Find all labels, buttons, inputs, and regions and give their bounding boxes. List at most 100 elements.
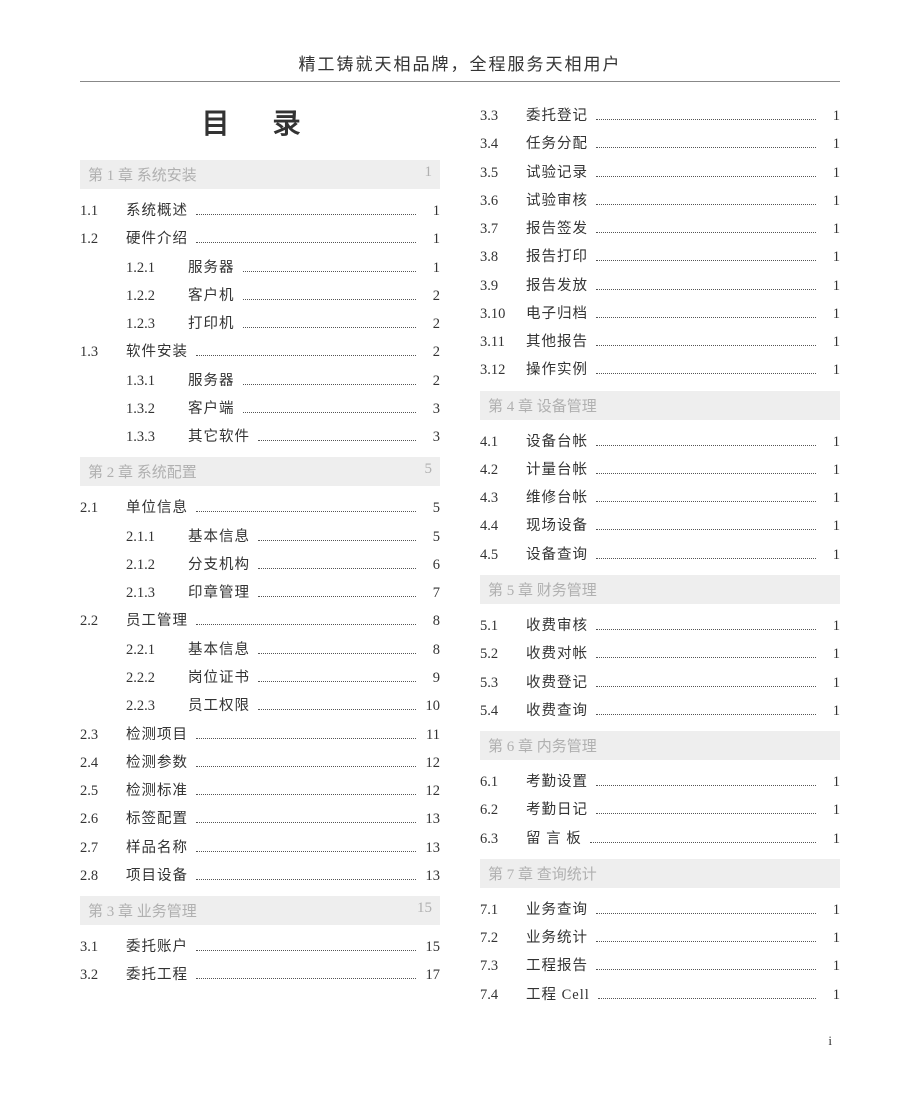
entry-label: 试验审核 — [526, 187, 588, 215]
toc-entry: 2.8项目设备13 — [80, 862, 440, 890]
toc-entry: 4.5设备查询1 — [480, 541, 840, 569]
entry-label: 硬件介绍 — [126, 225, 188, 253]
leader-dots — [596, 813, 816, 814]
entry-page: 1 — [822, 541, 840, 569]
entry-number: 1.3.2 — [80, 395, 188, 423]
toc-entry: 6.1考勤设置1 — [480, 768, 840, 796]
toc-entry: 3.10电子归档1 — [480, 300, 840, 328]
entry-page: 1 — [822, 768, 840, 796]
entry-page: 1 — [822, 456, 840, 484]
leader-dots — [258, 540, 416, 541]
leader-dots — [243, 271, 417, 272]
entry-page: 1 — [822, 484, 840, 512]
entry-number: 4.4 — [480, 512, 526, 540]
entry-number: 6.3 — [480, 825, 526, 853]
leader-dots — [258, 681, 416, 682]
entry-number: 5.3 — [480, 669, 526, 697]
chapter-label: 第 7 章 查询统计 — [488, 863, 597, 884]
toc-entry: 2.5检测标准12 — [80, 777, 440, 805]
leader-dots — [596, 657, 816, 658]
entry-number: 4.1 — [480, 428, 526, 456]
toc-columns: 目 录 第 1 章 系统安装11.1系统概述11.2硬件介绍11.2.1服务器1… — [80, 102, 840, 1009]
leader-dots — [596, 913, 816, 914]
entry-page: 2 — [422, 310, 440, 338]
entry-number: 1.3.1 — [80, 367, 188, 395]
entry-page: 10 — [422, 692, 440, 720]
entry-label: 其它软件 — [188, 423, 250, 451]
entry-page: 15 — [422, 933, 440, 961]
entry-page: 1 — [822, 640, 840, 668]
toc-entry: 3.3委托登记1 — [480, 102, 840, 130]
entry-page: 1 — [822, 328, 840, 356]
entry-number: 5.4 — [480, 697, 526, 725]
page-header: 精工铸就天相品牌，全程服务天相用户 — [80, 50, 840, 82]
entry-label: 检测项目 — [126, 721, 188, 749]
chapter-label: 第 2 章 系统配置 — [88, 461, 197, 482]
entry-label: 检测参数 — [126, 749, 188, 777]
leader-dots — [196, 794, 416, 795]
leader-dots — [596, 119, 816, 120]
entry-label: 客户机 — [188, 282, 235, 310]
leader-dots — [596, 941, 816, 942]
entry-page: 1 — [822, 796, 840, 824]
entry-page: 11 — [422, 721, 440, 749]
chapter-label: 第 1 章 系统安装 — [88, 164, 197, 185]
toc-column-left: 目 录 第 1 章 系统安装11.1系统概述11.2硬件介绍11.2.1服务器1… — [80, 102, 440, 1009]
toc-entry: 2.4检测参数 12 — [80, 749, 440, 777]
leader-dots — [596, 260, 816, 261]
leader-dots — [596, 501, 816, 502]
entry-label: 检测标准 — [126, 777, 188, 805]
entry-label: 收费查询 — [526, 697, 588, 725]
toc-entry: 6.2考勤日记1 — [480, 796, 840, 824]
entry-number: 1.3 — [80, 338, 126, 366]
entry-number: 2.4 — [80, 749, 126, 777]
leader-dots — [596, 232, 816, 233]
entry-label: 样品名称 — [126, 834, 188, 862]
entry-label: 电子归档 — [526, 300, 588, 328]
leader-dots — [196, 242, 416, 243]
entry-label: 报告签发 — [526, 215, 588, 243]
toc-entry: 7.1业务查询1 — [480, 896, 840, 924]
entry-label: 试验记录 — [526, 159, 588, 187]
entry-page: 8 — [422, 636, 440, 664]
entry-number: 3.4 — [480, 130, 526, 158]
leader-dots — [196, 738, 416, 739]
entry-label: 员工管理 — [126, 607, 188, 635]
entry-label: 报告打印 — [526, 243, 588, 271]
toc-entry: 1.2.1服务器1 — [80, 254, 440, 282]
toc-entry: 2.1.3印章管理7 — [80, 579, 440, 607]
toc-entry: 7.2业务统计1 — [480, 924, 840, 952]
entry-page: 1 — [822, 102, 840, 130]
toc-entry: 5.2收费对帐1 — [480, 640, 840, 668]
entry-page: 12 — [422, 749, 440, 777]
leader-dots — [596, 969, 816, 970]
entry-label: 标签配置 — [126, 805, 188, 833]
leader-dots — [196, 624, 416, 625]
chapter-heading: 第 5 章 财务管理 — [480, 575, 840, 604]
entry-number: 6.2 — [480, 796, 526, 824]
entry-page: 1 — [822, 825, 840, 853]
entry-label: 基本信息 — [188, 636, 250, 664]
leader-dots — [596, 204, 816, 205]
entry-page: 1 — [822, 512, 840, 540]
leader-dots — [596, 445, 816, 446]
chapter-heading: 第 4 章 设备管理 — [480, 391, 840, 420]
entry-page: 12 — [422, 777, 440, 805]
chapter-heading: 第 7 章 查询统计 — [480, 859, 840, 888]
entry-label: 现场设备 — [526, 512, 588, 540]
entry-number: 3.11 — [480, 328, 526, 356]
leader-dots — [596, 558, 816, 559]
toc-entry: 3.12操作实例1 — [480, 356, 840, 384]
entry-number: 2.2.2 — [80, 664, 188, 692]
leader-dots — [596, 345, 816, 346]
leader-dots — [243, 299, 417, 300]
leader-dots — [196, 355, 416, 356]
entry-page: 1 — [822, 428, 840, 456]
entry-number: 3.3 — [480, 102, 526, 130]
toc-entry: 2.7样品名称13 — [80, 834, 440, 862]
entry-label: 设备台帐 — [526, 428, 588, 456]
entry-label: 分支机构 — [188, 551, 250, 579]
leader-dots — [596, 529, 816, 530]
toc-entry: 3.2委托工程17 — [80, 961, 440, 989]
toc-entry: 3.5试验记录1 — [480, 159, 840, 187]
